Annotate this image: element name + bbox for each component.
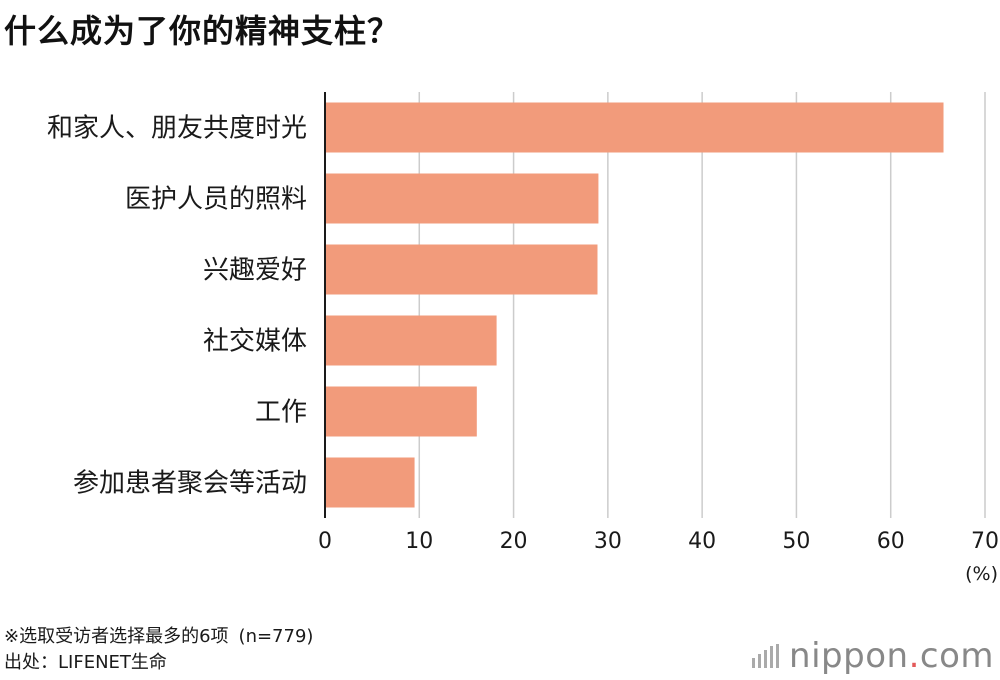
bar-0 bbox=[325, 102, 944, 153]
sample-size: (n=779) bbox=[238, 626, 314, 647]
logo-text: nippon bbox=[789, 636, 909, 676]
logo-tld: com bbox=[919, 636, 994, 676]
tick-label-40: 40 bbox=[688, 529, 716, 554]
tick-label-0: 0 bbox=[318, 529, 332, 554]
bar-4 bbox=[325, 386, 477, 437]
tick-label-60: 60 bbox=[877, 529, 905, 554]
category-label-5: 参加患者聚会等活动 bbox=[73, 469, 307, 499]
bar-2 bbox=[325, 244, 598, 295]
nippon-logo: nippon. com bbox=[752, 636, 994, 676]
category-label-1: 医护人员的照料 bbox=[125, 185, 307, 215]
tick-label-20: 20 bbox=[500, 529, 528, 554]
category-label-0: 和家人、朋友共度时光 bbox=[47, 114, 307, 144]
tick-label-50: 50 bbox=[782, 529, 810, 554]
category-label-2: 兴趣爱好 bbox=[203, 256, 307, 286]
logo-dot: . bbox=[908, 636, 920, 676]
tick-label-70: 70 bbox=[971, 529, 999, 554]
bar-3 bbox=[325, 315, 497, 366]
footnote: ※选取受访者选择最多的6项 bbox=[4, 626, 229, 647]
category-label-4: 工作 bbox=[255, 398, 307, 428]
grid-lines bbox=[418, 92, 986, 518]
tick-label-30: 30 bbox=[594, 529, 622, 554]
footnote-line: ※选取受访者选择最多的6项 (n=779) bbox=[4, 622, 313, 648]
logo-bars-icon bbox=[752, 644, 780, 668]
bar-5 bbox=[325, 457, 415, 508]
tick-label-10: 10 bbox=[405, 529, 433, 554]
bar-1 bbox=[325, 173, 599, 224]
tick-labels: 0 10 20 30 40 50 60 70 bbox=[318, 529, 999, 554]
bars bbox=[325, 102, 944, 508]
chart-title: 什么成为了你的精神支柱？ bbox=[4, 12, 401, 50]
category-label-3: 社交媒体 bbox=[203, 327, 307, 357]
source-note: 出处：LIFENET生命 bbox=[4, 652, 167, 673]
unit-label: (%) bbox=[965, 563, 998, 585]
